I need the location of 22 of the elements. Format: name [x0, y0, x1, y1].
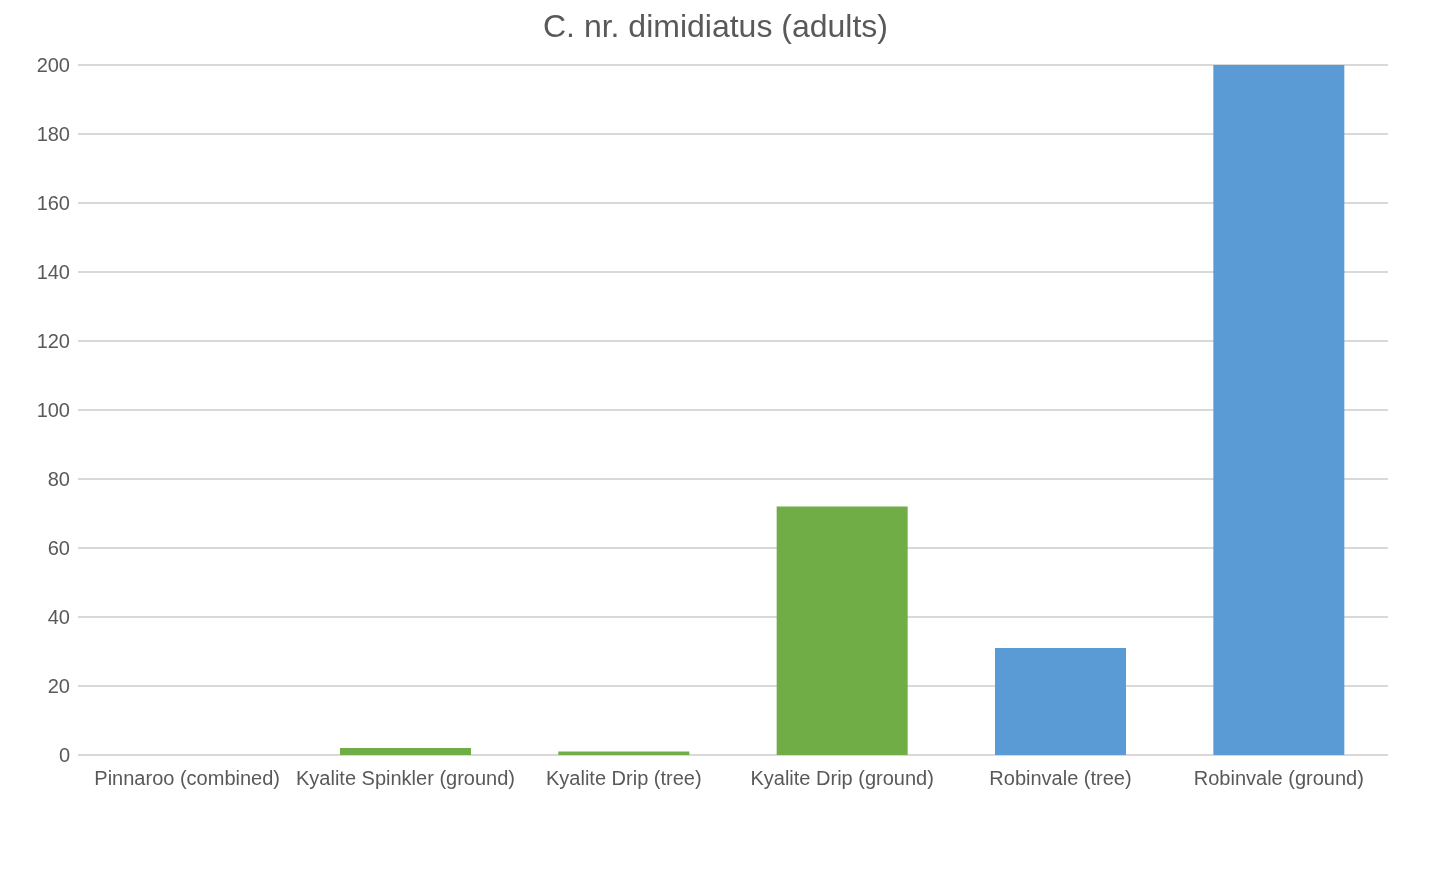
- x-tick-label: Robinvale (tree): [989, 767, 1132, 790]
- x-tick-label: Robinvale (ground): [1193, 767, 1364, 790]
- bar: [340, 748, 471, 755]
- x-tick-label: Kyalite Spinkler (ground): [296, 767, 515, 790]
- y-tick-label: 60: [47, 537, 70, 560]
- y-tick-label: 80: [47, 468, 70, 491]
- bar: [1213, 65, 1345, 755]
- x-tick-label: Pinnaroo (combined): [94, 767, 280, 790]
- y-tick-label: 100: [36, 399, 70, 422]
- y-tick-label: 140: [36, 261, 70, 284]
- x-tick-label: Kyalite Drip (ground): [750, 767, 934, 790]
- x-tick-label: Kyalite Drip (tree): [546, 767, 702, 790]
- y-tick-label: 40: [47, 606, 70, 629]
- y-tick-label: 160: [36, 192, 70, 215]
- y-tick-label: 20: [47, 675, 70, 698]
- bar: [995, 648, 1126, 755]
- bar: [776, 506, 908, 755]
- chart-title: C. nr. dimidiatus (adults): [542, 8, 889, 45]
- y-tick-label: 200: [36, 54, 70, 77]
- y-tick-label: 120: [36, 330, 70, 353]
- y-tick-label: 180: [36, 123, 70, 146]
- y-tick-label: 0: [58, 744, 70, 767]
